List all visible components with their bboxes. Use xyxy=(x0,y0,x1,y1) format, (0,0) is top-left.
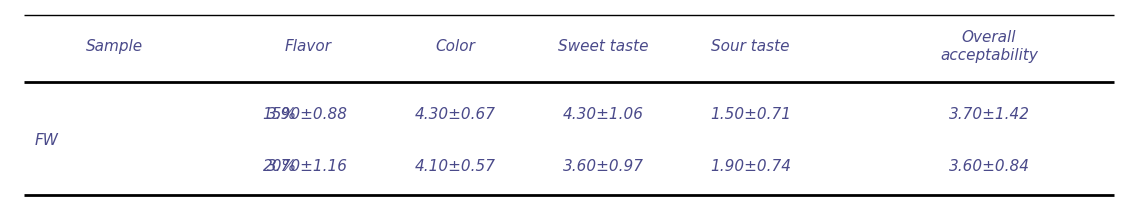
Text: 4.30±0.67: 4.30±0.67 xyxy=(415,106,496,122)
Text: 3.90±0.88: 3.90±0.88 xyxy=(267,106,348,122)
Text: 3.60±0.97: 3.60±0.97 xyxy=(562,159,644,174)
Text: Sample: Sample xyxy=(86,39,143,54)
Text: 15%: 15% xyxy=(263,106,297,122)
Text: Color: Color xyxy=(436,39,476,54)
Text: 4.10±0.57: 4.10±0.57 xyxy=(415,159,496,174)
Text: 3.70±1.42: 3.70±1.42 xyxy=(949,106,1030,122)
Text: 3.70±1.16: 3.70±1.16 xyxy=(267,159,348,174)
Text: 20%: 20% xyxy=(263,159,297,174)
Text: Sour taste: Sour taste xyxy=(711,39,790,54)
Text: 3.60±0.84: 3.60±0.84 xyxy=(949,159,1030,174)
Text: Flavor: Flavor xyxy=(284,39,331,54)
Text: 1.90±0.74: 1.90±0.74 xyxy=(710,159,791,174)
Text: FW: FW xyxy=(35,133,59,148)
Text: 4.30±1.06: 4.30±1.06 xyxy=(562,106,644,122)
Text: Sweet taste: Sweet taste xyxy=(558,39,649,54)
Text: Overall
acceptability: Overall acceptability xyxy=(940,30,1038,63)
Text: 1.50±0.71: 1.50±0.71 xyxy=(710,106,791,122)
